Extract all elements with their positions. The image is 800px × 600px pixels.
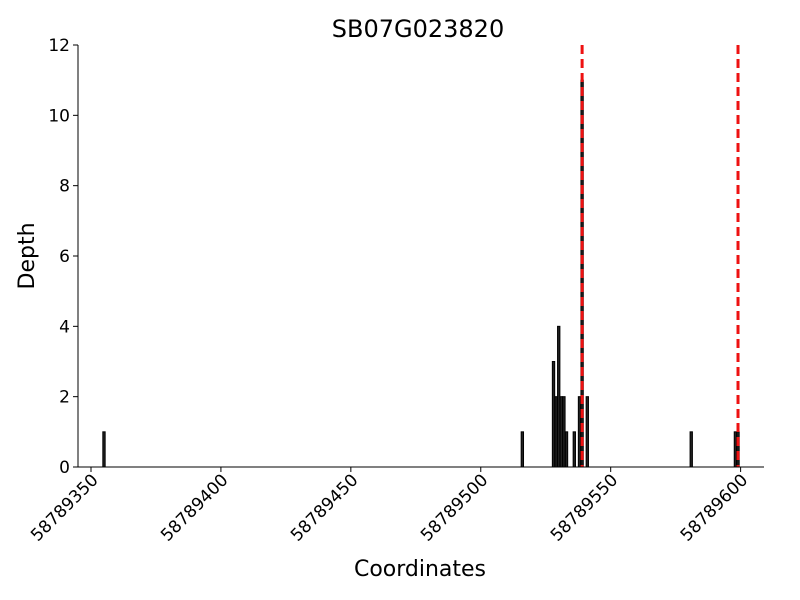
y-tick-label: 0 — [59, 458, 70, 478]
bar — [554, 396, 558, 468]
y-tick-label: 6 — [59, 247, 70, 267]
x-tick-label: 58789550 — [547, 470, 622, 545]
y-tick-label: 2 — [59, 388, 70, 408]
bar — [102, 431, 106, 468]
x-tick-label: 58789400 — [157, 470, 232, 545]
y-tick-label: 8 — [59, 177, 70, 197]
bar — [562, 396, 566, 468]
chart-title: SB07G023820 — [332, 15, 504, 43]
y-tick-label: 10 — [48, 106, 70, 126]
y-axis-label: Depth — [15, 222, 40, 289]
x-tick-label: 58789600 — [677, 470, 752, 545]
bar — [557, 325, 561, 468]
bar — [689, 431, 693, 468]
x-tick-label: 58789450 — [287, 470, 362, 545]
bar — [551, 361, 556, 468]
bar — [520, 431, 525, 468]
bar — [577, 396, 582, 468]
x-axis-label: Coordinates — [354, 557, 486, 582]
x-tick-label: 58789350 — [27, 470, 102, 545]
bar — [733, 431, 738, 468]
y-tick-label: 12 — [48, 36, 70, 56]
bar — [564, 431, 569, 468]
bar — [559, 396, 563, 468]
x-tick-label: 58789500 — [417, 470, 492, 545]
bar — [585, 396, 589, 468]
y-tick-label: 4 — [59, 317, 70, 337]
bar — [572, 431, 576, 468]
